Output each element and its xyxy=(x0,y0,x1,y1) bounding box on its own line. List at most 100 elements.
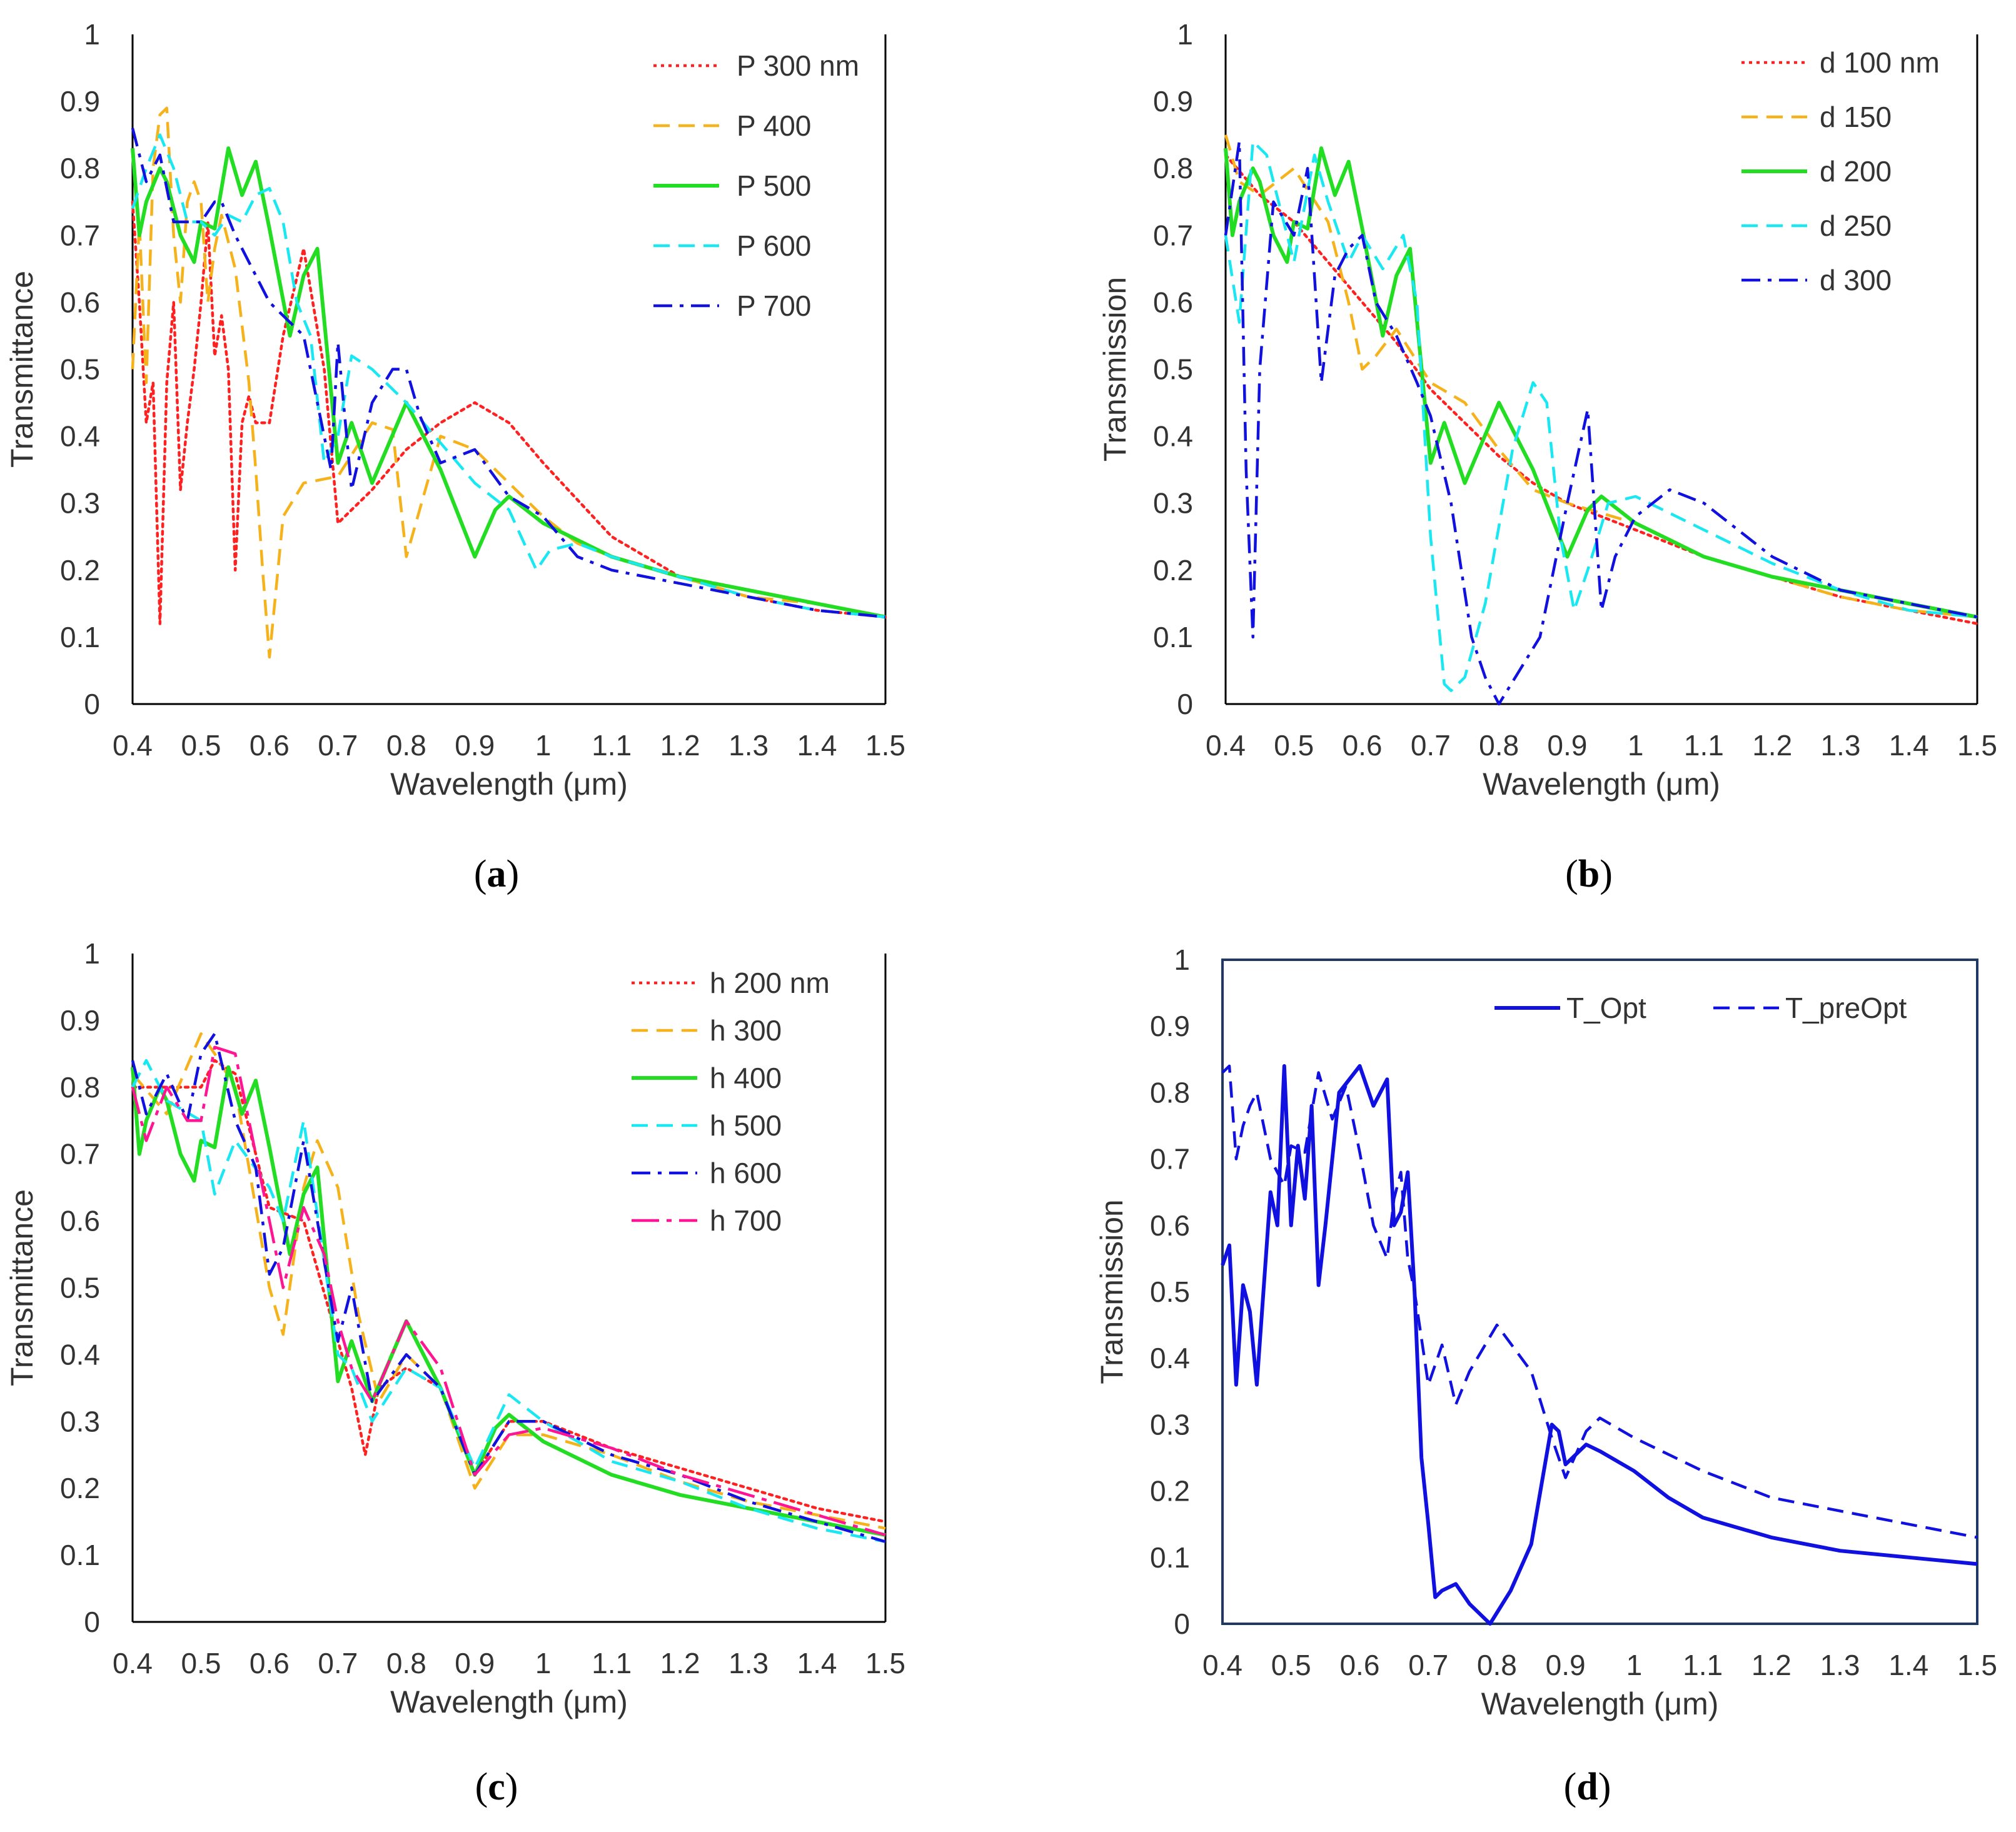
series-line-p-400 xyxy=(131,106,886,659)
x-tick-label: 1.1 xyxy=(592,1647,632,1679)
chart-panel-c: 0 0.1 0.2 0.3 0.4 0.5 0.6 0.7 0.8 0.9 1 0.4 0.5 0.6 0.… xyxy=(4,937,905,1719)
x-tick-label: 0.5 xyxy=(1271,1649,1311,1681)
x-tick-label: 0.8 xyxy=(386,729,426,762)
x-tick-label: 1.3 xyxy=(728,1647,769,1679)
legend-label: P 600 xyxy=(737,229,811,262)
y-tick-label: 0.3 xyxy=(1150,1408,1190,1441)
legend-label: h 300 xyxy=(710,1014,782,1047)
series-line-h-300 xyxy=(131,1032,886,1530)
panel-label-d: (d) xyxy=(1564,1766,1611,1808)
x-tick-label: 1.3 xyxy=(728,729,769,762)
x-tick-label: 1.2 xyxy=(660,1647,700,1679)
legend-label: T_Opt xyxy=(1566,992,1646,1024)
y-tick-label: 1 xyxy=(84,937,100,970)
x-tick-label: 0.8 xyxy=(386,1647,426,1679)
x-tick-label: 0.7 xyxy=(318,1647,358,1679)
y-tick-label: 0.9 xyxy=(1153,85,1193,118)
legend-label: d 250 xyxy=(1820,209,1892,242)
x-axis-label: Wavelength (μm) xyxy=(1483,767,1720,802)
y-tick-label: 0.9 xyxy=(60,1004,100,1037)
y-tick-label: 0.3 xyxy=(60,1405,100,1437)
x-tick-label: 0.6 xyxy=(1343,729,1383,762)
x-tick-label: 0.4 xyxy=(1206,729,1246,762)
x-tick-label: 1 xyxy=(1628,729,1644,762)
y-tick-label: 0 xyxy=(84,1606,100,1638)
series-line-h-500 xyxy=(131,1059,886,1543)
x-tick-label: 0.9 xyxy=(455,1647,495,1679)
x-tick-label: 0.8 xyxy=(1477,1649,1517,1681)
y-tick-label: 0.2 xyxy=(60,1472,100,1504)
legend-label: d 150 xyxy=(1820,101,1892,133)
x-tick-label: 1.4 xyxy=(1888,1649,1928,1681)
y-tick-label: 0 xyxy=(84,688,100,720)
y-tick-label: 0.7 xyxy=(60,219,100,251)
y-tick-label: 0.1 xyxy=(1153,621,1193,653)
y-axis-label: Transmission xyxy=(1094,1199,1129,1384)
series-line-h-600 xyxy=(131,1032,886,1543)
x-axis-label: Wavelength (μm) xyxy=(1481,1686,1719,1721)
chart-panel-d: 0 0.1 0.2 0.3 0.4 0.5 0.6 0.7 0.8 0.9 1 0.4 0.5 0.6 0.… xyxy=(1094,944,1997,1721)
series-line-p-700 xyxy=(131,128,886,619)
y-tick-label: 0.6 xyxy=(1150,1209,1190,1242)
y-tick-label: 0.2 xyxy=(60,554,100,586)
legend-label: d 100 nm xyxy=(1820,46,1940,79)
series-line-t-preopt xyxy=(1221,1064,1978,1539)
x-tick-label: 0.6 xyxy=(249,1647,290,1679)
y-tick-label: 0.2 xyxy=(1150,1475,1190,1507)
x-tick-label: 1.4 xyxy=(1889,729,1929,762)
plot-frame xyxy=(1221,959,1978,1625)
y-tick-label: 1 xyxy=(1174,944,1190,976)
x-tick-label: 1.5 xyxy=(865,729,905,762)
x-tick-label: 1.2 xyxy=(660,729,700,762)
series-line-h-400 xyxy=(131,1065,886,1537)
x-tick-label: 0.7 xyxy=(1408,1649,1448,1681)
chart-panel-b: 0 0.1 0.2 0.3 0.4 0.5 0.6 0.7 0.8 0.9 1 0.4 0.5 0.6 0.… xyxy=(1097,18,1997,802)
y-tick-label: 0.8 xyxy=(1150,1076,1190,1109)
x-tick-label: 1.5 xyxy=(1957,1649,1997,1681)
x-tick-label: 0.6 xyxy=(249,729,290,762)
legend-label: P 400 xyxy=(737,109,811,142)
y-tick-label: 0.6 xyxy=(60,1205,100,1237)
panel-label-a: (a) xyxy=(474,853,519,895)
y-tick-label: 0.3 xyxy=(60,487,100,520)
x-tick-label: 0.8 xyxy=(1479,729,1519,762)
series-line-t-opt xyxy=(1221,1064,1978,1626)
x-tick-label: 1.5 xyxy=(1957,729,1997,762)
y-tick-label: 0.1 xyxy=(60,1539,100,1571)
x-tick-label: 1.2 xyxy=(1752,729,1792,762)
y-tick-label: 0.3 xyxy=(1153,487,1193,520)
y-tick-label: 0.4 xyxy=(60,420,100,453)
x-tick-label: 0.9 xyxy=(455,729,495,762)
legend-label: h 500 xyxy=(710,1109,782,1142)
y-tick-label: 0.7 xyxy=(1150,1143,1190,1175)
y-tick-label: 0.5 xyxy=(60,353,100,386)
legend-label: h 700 xyxy=(710,1204,782,1237)
legend-label: P 500 xyxy=(737,169,811,202)
legend-label: h 600 xyxy=(710,1157,782,1189)
legend-label: T_preOpt xyxy=(1785,992,1907,1024)
x-tick-label: 0.5 xyxy=(181,1647,221,1679)
x-tick-label: 1.3 xyxy=(1820,729,1860,762)
x-tick-label: 1.1 xyxy=(592,729,632,762)
y-tick-label: 0.7 xyxy=(1153,219,1193,251)
panel-label-c: (c) xyxy=(475,1766,518,1808)
y-tick-label: 0.8 xyxy=(60,152,100,184)
y-tick-label: 0.9 xyxy=(60,85,100,118)
legend-label: P 300 nm xyxy=(737,49,859,82)
series-line-d-150 xyxy=(1224,134,1978,619)
x-tick-label: 1 xyxy=(535,1647,552,1679)
y-tick-label: 0.4 xyxy=(1150,1342,1190,1374)
x-tick-label: 1.4 xyxy=(797,1647,837,1679)
y-tick-label: 0.9 xyxy=(1150,1010,1190,1042)
x-tick-label: 1.4 xyxy=(797,729,837,762)
x-tick-label: 1.1 xyxy=(1684,729,1724,762)
x-tick-label: 1.5 xyxy=(865,1647,905,1679)
legend-label: d 300 xyxy=(1820,264,1892,296)
panel-label-b: (b) xyxy=(1565,853,1613,895)
y-tick-label: 1 xyxy=(1177,18,1193,51)
series-line-d-250 xyxy=(1224,140,1978,692)
x-tick-label: 0.5 xyxy=(181,729,221,762)
y-tick-label: 0.1 xyxy=(1150,1541,1190,1574)
y-tick-label: 0.6 xyxy=(60,286,100,318)
